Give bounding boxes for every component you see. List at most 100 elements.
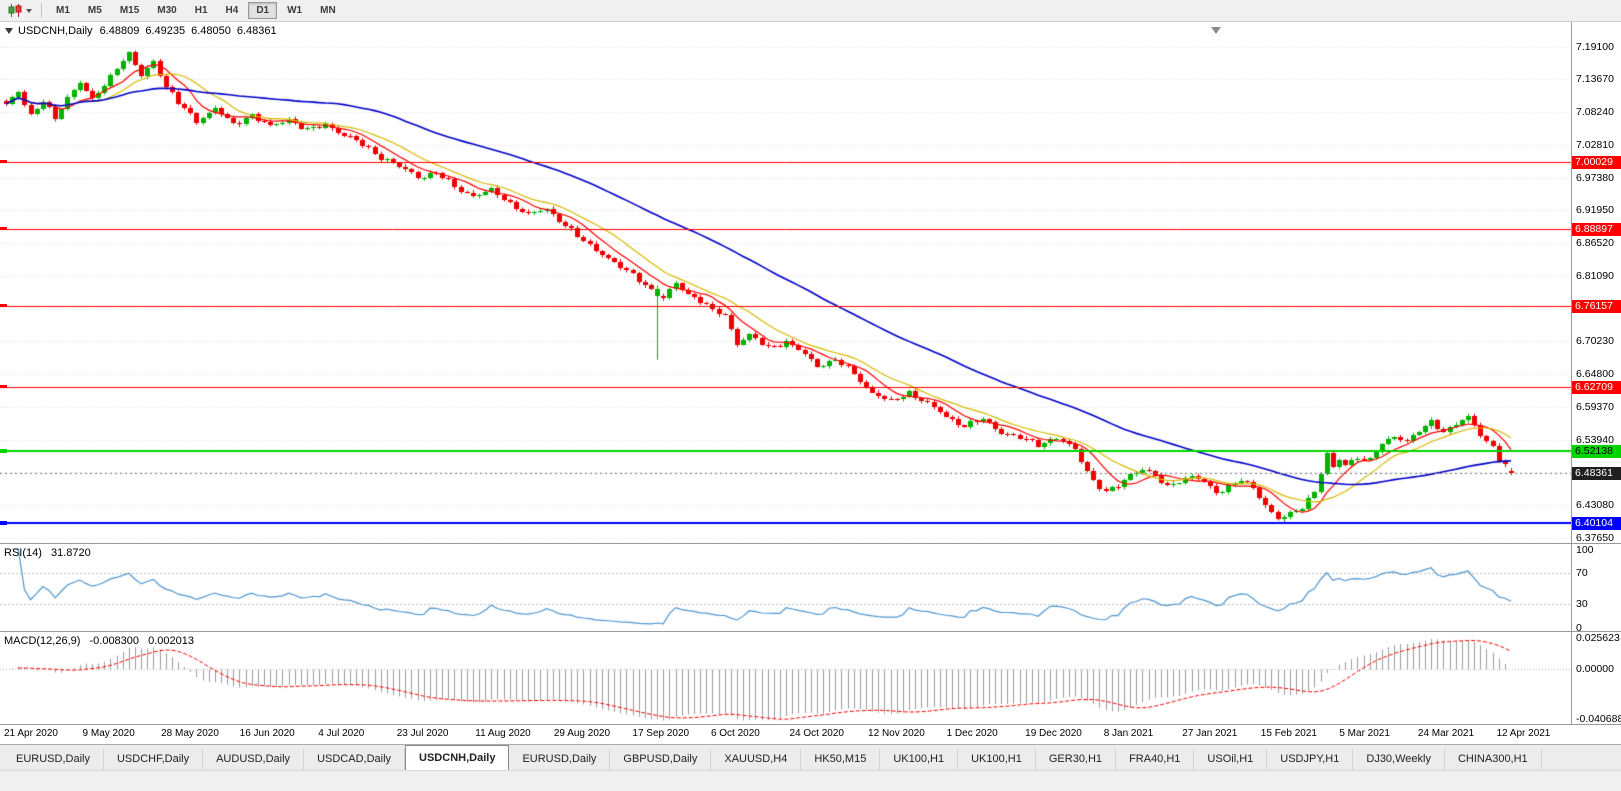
price-line-badge: 6.88897	[1572, 223, 1621, 236]
time-axis-label: 11 Aug 2020	[475, 728, 531, 739]
tab-label: CHINA300,H1	[1457, 753, 1528, 765]
chart-type-button[interactable]	[4, 2, 36, 19]
tab-label: USDCNH,Daily	[419, 752, 496, 764]
macd-indicator-label: MACD(12,26,9) -0.008300 0.002013	[4, 635, 200, 647]
chart-tab-usdcad-daily[interactable]: USDCAD,Daily	[304, 749, 406, 770]
timeframe-button-w1[interactable]: W1	[287, 5, 303, 16]
timeframe-button-d1[interactable]: D1	[248, 2, 278, 19]
rsi-name: RSI(14)	[4, 547, 42, 559]
tab-label: UK100,H1	[971, 753, 1022, 765]
price-axis-tick: 6.59370	[1576, 400, 1614, 413]
chart-tab-dj30-weekly[interactable]: DJ30,Weekly	[1353, 749, 1445, 770]
tab-label: EURUSD,Daily	[522, 753, 597, 765]
price-axis-tick: 6.81090	[1576, 269, 1614, 282]
price-axis-tick: 6.70230	[1576, 335, 1614, 348]
time-axis-label: 24 Mar 2021	[1417, 728, 1475, 739]
ohlc-high-value: 6.49235	[145, 25, 186, 37]
tab-label: USDCAD,Daily	[317, 753, 392, 765]
macd-axis-tick: 0.025623	[1576, 632, 1620, 644]
time-axis-label: 1 Dec 2020	[946, 728, 998, 739]
rsi-axis-tick: 0	[1576, 622, 1582, 634]
current-price-badge: 6.48361	[1572, 467, 1621, 480]
chart-tab-fra40-h1[interactable]: FRA40,H1	[1116, 749, 1195, 770]
macd-axis[interactable]: 0.025623 0.00000 -0.040688	[1571, 632, 1621, 725]
rsi-axis[interactable]: 100 70 30 0	[1571, 544, 1621, 634]
chart-tab-usdchf-daily[interactable]: USDCHF,Daily	[103, 749, 204, 770]
chart-tab-gbpusd-daily[interactable]: GBPUSD,Daily	[610, 749, 712, 770]
timeframe-button-m5[interactable]: M5	[87, 5, 102, 16]
tab-label: UK100,H1	[893, 753, 945, 765]
price-line-badge: 6.76157	[1572, 300, 1621, 313]
time-axis-label: 24 Oct 2020	[789, 728, 844, 739]
hline-handle[interactable]	[0, 385, 7, 388]
price-line-badge: 6.62709	[1572, 381, 1621, 394]
chart-tab-hk50-m15[interactable]: HK50,M15	[801, 749, 881, 770]
chart-header: USDCNH,Daily 6.48809 6.49235 6.48050 6.4…	[5, 25, 283, 37]
time-axis-label: 15 Feb 2021	[1260, 728, 1317, 739]
rsi-indicator-label: RSI(14) 31.8720	[4, 547, 97, 559]
macd-axis-tick: -0.040688	[1576, 713, 1621, 725]
macd-main-value: -0.008300	[89, 635, 140, 647]
chart-tab-eurusd-daily[interactable]: EURUSD,Daily	[3, 749, 104, 770]
hline-handle[interactable]	[0, 449, 7, 453]
timeframe-button-m15[interactable]: M15	[119, 5, 140, 16]
timeframe-button-m1[interactable]: M1	[56, 5, 70, 16]
ohlc-low-value: 6.48050	[191, 25, 231, 37]
hline-handle[interactable]	[0, 227, 7, 230]
time-axis-label: 21 Apr 2020	[4, 728, 58, 739]
price-line-badge: 6.40104	[1572, 517, 1621, 530]
chart-tab-ger30-h1[interactable]: GER30,H1	[1035, 749, 1117, 770]
time-axis-label: 12 Apr 2021	[1496, 728, 1551, 739]
price-axis-tick: 6.86520	[1576, 237, 1614, 250]
time-axis-label: 27 Jan 2021	[1182, 728, 1238, 739]
price-line-badge: 7.00029	[1572, 156, 1621, 169]
chart-tab-china300-h1[interactable]: CHINA300,H1	[1444, 749, 1542, 770]
tab-label: EURUSD,Daily	[16, 753, 90, 765]
chart-tab-bar: EURUSD,Daily USDCHF,Daily AUDUSD,Daily USDC…	[0, 744, 1621, 770]
chart-tab-audusd-daily[interactable]: AUDUSD,Daily	[203, 749, 305, 770]
rsi-chart-canvas[interactable]	[0, 545, 1571, 632]
status-strip	[0, 770, 1621, 791]
chart-tab-usdjpy-h1[interactable]: USDJPY,H1	[1267, 749, 1354, 770]
timeframe-button-m30[interactable]: M30	[157, 5, 177, 16]
rsi-axis-tick: 70	[1576, 566, 1588, 579]
candlestick-chart-canvas[interactable]	[0, 22, 1571, 543]
macd-chart-canvas[interactable]	[0, 633, 1571, 725]
price-axis-tick: 6.37650	[1576, 531, 1614, 544]
hline-handle[interactable]	[0, 521, 7, 525]
time-axis-label: 23 Jul 2020	[396, 728, 449, 739]
chart-tab-uk100-h1[interactable]: UK100,H1	[958, 749, 1036, 770]
hline-handle[interactable]	[0, 160, 7, 163]
rsi-current-value: 31.8720	[50, 547, 91, 559]
price-axis-tick: 7.19100	[1576, 40, 1614, 53]
timeframe-button-h1[interactable]: H1	[194, 5, 208, 16]
chart-tab-uk100-h1[interactable]: UK100,H1	[880, 749, 959, 770]
timeframe-button-h4[interactable]: H4	[225, 5, 239, 16]
price-axis[interactable]: 7.19100 7.13670 7.08240 7.02810 6.97380 6.919…	[1571, 22, 1621, 544]
macd-axis-tick: 0.00000	[1576, 663, 1614, 676]
time-axis-label: 12 Nov 2020	[868, 728, 925, 739]
chart-tab-xauusd-h4[interactable]: XAUUSD,H4	[711, 749, 802, 770]
macd-signal-value: 0.002013	[148, 635, 194, 647]
chart-tab-usoil-h1[interactable]: USOil,H1	[1194, 749, 1268, 770]
tab-label: XAUUSD,H4	[724, 753, 788, 765]
tab-label: USOil,H1	[1207, 753, 1254, 765]
time-axis[interactable]: 21 Apr 2020 9 May 2020 28 May 2020 16 Jun 2…	[0, 724, 1621, 744]
time-axis-label: 29 Aug 2020	[553, 728, 611, 739]
ohlc-close-value: 6.48361	[236, 25, 277, 37]
time-axis-label: 6 Oct 2020	[710, 728, 760, 739]
collapse-chart-icon[interactable]	[5, 28, 13, 34]
time-axis-label: 9 May 2020	[82, 728, 135, 739]
macd-indicator-panel: MACD(12,26,9) -0.008300 0.002013 0.02562…	[0, 631, 1621, 725]
hline-handle[interactable]	[0, 304, 7, 307]
price-axis-tick: 7.08240	[1576, 106, 1614, 119]
chart-shift-marker-icon[interactable]	[1211, 27, 1221, 34]
chart-tab-usdcnh-daily[interactable]: USDCNH,Daily	[405, 745, 510, 770]
timeframe-button-mn[interactable]: MN	[320, 5, 336, 16]
tab-label: USDJPY,H1	[1280, 753, 1340, 765]
tab-label: FRA40,H1	[1129, 753, 1181, 765]
macd-name: MACD(12,26,9)	[4, 635, 81, 647]
chart-tab-eurusd-daily[interactable]: EURUSD,Daily	[509, 749, 611, 770]
tab-label: HK50,M15	[814, 753, 867, 765]
